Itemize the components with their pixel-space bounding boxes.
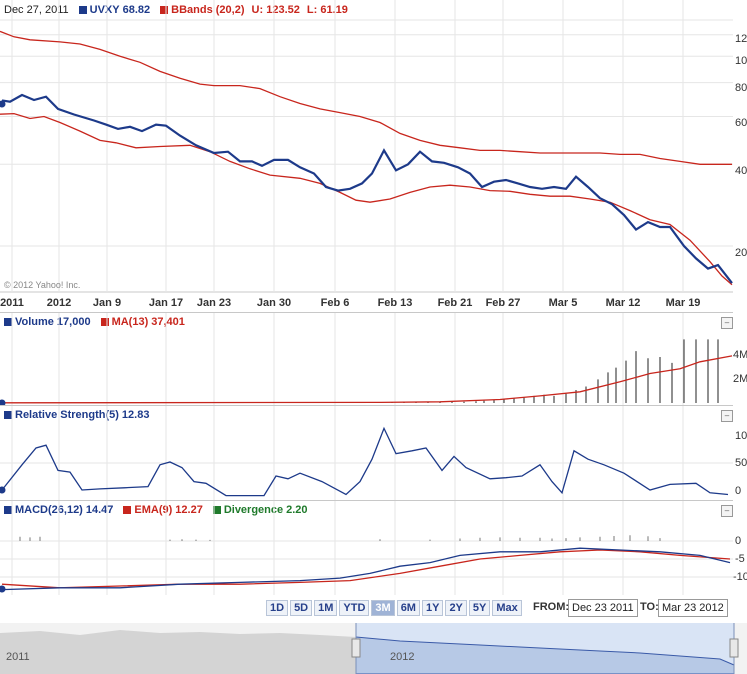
navigator-year-left: 2011 [6,651,30,663]
y-tick-40: 40 [735,165,747,177]
range-ytd-button[interactable]: YTD [339,600,370,616]
divergence-swatch-icon [212,506,221,515]
bbands-swatch-icon [160,6,169,15]
range-max-button[interactable]: Max [492,600,522,616]
legend-rsi: Relative Strength(5) 12.83 [4,409,149,421]
y-tick-80: 80 [735,82,747,94]
x-tick: 2012 [46,297,72,309]
navigator-chart [0,623,739,674]
vol-tick-2m: 2M [733,373,747,385]
range-1y-button[interactable]: 1Y [421,600,444,616]
rsi-legend: Relative Strength(5) 12.83 [4,409,149,421]
rsi-collapse-button[interactable]: – [721,410,733,422]
macd-vertical-grid [11,501,684,595]
macd-chart[interactable] [0,501,733,595]
header-date: Dec 27, 2011 [4,4,69,16]
navigator-left-handle [351,638,361,658]
volume-ma-line [0,355,733,404]
volume-panel: Volume 17,000 MA(13) 37,401 – 4M 2M [0,312,747,406]
uvxy-price-line [1,93,733,284]
ema-swatch-icon [123,506,132,515]
legend-bbands: BBands (20,2) U: 123.52 L: 61.19 [160,4,348,16]
volume-swatch-icon [4,318,12,327]
to-date-input[interactable]: Mar 23 2012 [658,599,728,617]
bband-upper-line [0,30,732,165]
rsi-tick-0: 0 [735,485,742,497]
macd-swatch-icon [4,506,12,515]
price-panel: Dec 27, 2011 UVXY 68.82 BBands (20,2) U: … [0,0,747,312]
macd-tick-neg10: -10 [733,571,747,583]
range-1m-button[interactable]: 1M [314,600,338,616]
to-label: TO: [640,601,659,613]
macd-panel: MACD(26,12) 14.47 EMA(9) 12.27 Divergence 2… [0,500,747,595]
navigator[interactable]: 2011 2012 [0,623,747,674]
volume-chart[interactable] [0,313,733,406]
x-tick: Mar 5 [548,297,578,309]
macd-collapse-button[interactable]: – [721,505,733,517]
price-legend: Dec 27, 2011 UVXY 68.82 BBands (20,2) U: … [4,4,348,16]
x-tick: Jan 23 [196,297,232,309]
navigator-history-area [0,630,356,674]
range-6m-button[interactable]: 6M [396,600,420,616]
rsi-line [1,426,729,497]
volume-vertical-grid [11,313,684,406]
x-tick: Jan 17 [148,297,184,309]
y-tick-20: 20 [735,247,747,259]
rsi-tick-100: 100 [735,430,747,442]
price-vertical-grid [11,0,684,292]
ema-line [1,549,731,589]
bband-lower-line [0,112,733,286]
ma-swatch-icon [100,318,109,327]
x-tick: Feb 6 [320,297,350,309]
x-tick: Jan 30 [256,297,292,309]
rsi-vertical-grid [11,406,684,501]
rsi-start-marker [0,486,6,494]
volume-collapse-button[interactable]: – [721,317,733,329]
rsi-panel: Relative Strength(5)12.83 – 100 50 0 [0,405,747,501]
legend-uvxy: UVXY 68.82 [78,4,150,16]
y-tick-60: 60 [735,117,747,129]
x-tick: 2011 [0,297,24,309]
rsi-tick-50: 50 [735,457,747,469]
legend-divergence: Divergence 2.20 [212,504,308,516]
macd-start-marker [0,585,6,593]
macd-tick-0: 0 [735,535,742,547]
range-2y-button[interactable]: 2Y [445,600,467,616]
from-label: FROM: [533,601,570,613]
price-start-marker [0,100,6,108]
range-1d-button[interactable]: 1D [266,600,289,616]
range-3m-button[interactable]: 3M [371,600,395,616]
rsi-chart[interactable] [0,406,733,501]
x-tick: Feb 21 [437,297,473,309]
x-tick: Feb 27 [485,297,521,309]
macd-tick-neg5: -5 [735,553,745,565]
range-5y-button[interactable]: 5Y [468,600,491,616]
legend-volume: Volume 17,000 [4,316,91,328]
volume-start-marker [0,399,6,406]
vol-tick-4m: 4M [733,349,747,361]
legend-volume-ma: MA(13) 37,401 [100,316,185,328]
x-tick: Mar 12 [605,297,641,309]
navigator-year-right: 2012 [390,651,415,663]
copyright: © 2012 Yahoo! Inc. [4,280,81,290]
range-5d-button[interactable]: 5D [290,600,313,616]
x-tick: Jan 9 [92,297,122,309]
volume-legend: Volume 17,000 MA(13) 37,401 [4,316,185,328]
rsi-swatch-icon [4,411,12,420]
x-tick: Mar 19 [665,297,701,309]
uvxy-swatch-icon [78,6,87,15]
price-grid [0,19,733,293]
y-tick-100: 100 [735,55,747,67]
from-date-input[interactable]: Dec 23 2011 [568,599,638,617]
price-chart[interactable] [0,0,733,312]
x-tick: Feb 13 [377,297,413,309]
navigator-right-handle [729,638,739,658]
y-tick-120: 120 [735,33,747,45]
macd-line [1,547,731,591]
range-selector: 1D 5D 1M YTD 3M 6M 1Y 2Y 5Y Max [266,600,522,616]
divergence-bars [19,535,661,541]
legend-ema: EMA(9) 12.27 [123,504,203,516]
